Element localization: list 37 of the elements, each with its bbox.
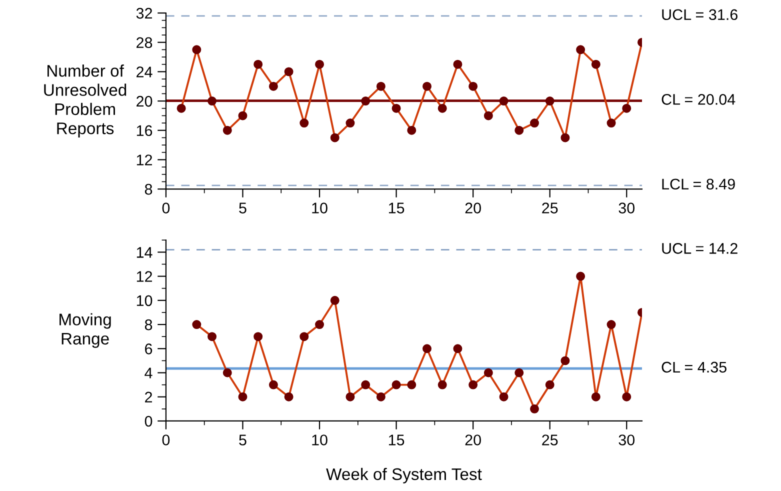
y-axis-title: Number of Unresolved Problem Reports — [44, 64, 126, 138]
x-tick-label: 10 — [312, 434, 328, 446]
y-tick-label: 24 — [136, 66, 152, 78]
x-tick-label: 15 — [388, 202, 404, 214]
y-tick-label: 8 — [144, 184, 152, 195]
y-axis-title: Moving Range — [60, 313, 111, 348]
x-tick-label: 20 — [465, 434, 481, 446]
x-tick-label: 30 — [618, 202, 635, 214]
ref-line-label: UCL = 14.2 — [662, 243, 738, 254]
y-tick-label: 4 — [144, 368, 152, 378]
x-tick-label: 5 — [239, 434, 246, 446]
x-tick-label: 15 — [388, 434, 404, 446]
ref-line-label: UCL = 31.6 — [662, 9, 738, 20]
x-tick-label: 5 — [239, 202, 246, 214]
ref-line-label: LCL = 8.49 — [662, 178, 735, 190]
y-tick-label: 14 — [136, 247, 152, 258]
x-tick-label: 20 — [465, 202, 481, 214]
x-tick-label: 30 — [618, 434, 635, 446]
y-tick-label: 28 — [136, 37, 152, 48]
x-tick-label: 0 — [162, 434, 170, 446]
y-tick-label: 8 — [144, 319, 152, 330]
y-tick-label: 12 — [136, 271, 152, 282]
ref-line-label: CL = 4.35 — [662, 362, 726, 373]
y-tick-label: 16 — [136, 125, 152, 136]
y-tick-label: 6 — [145, 343, 152, 354]
x-tick-label: 10 — [312, 202, 328, 214]
y-tick-label: 12 — [136, 154, 152, 166]
x-tick-label: 25 — [542, 202, 558, 214]
x-axis-title: Week of System Test — [326, 468, 482, 484]
ref-line-label: CL = 20.04 — [662, 94, 736, 105]
y-tick-label: 20 — [136, 96, 152, 107]
y-tick-label: 10 — [136, 295, 152, 306]
x-tick-label: 25 — [542, 434, 558, 446]
y-tick-label: 2 — [145, 392, 152, 402]
x-tick-label: 0 — [162, 202, 170, 214]
y-tick-label: 32 — [136, 8, 152, 19]
y-tick-label: 0 — [144, 416, 152, 427]
